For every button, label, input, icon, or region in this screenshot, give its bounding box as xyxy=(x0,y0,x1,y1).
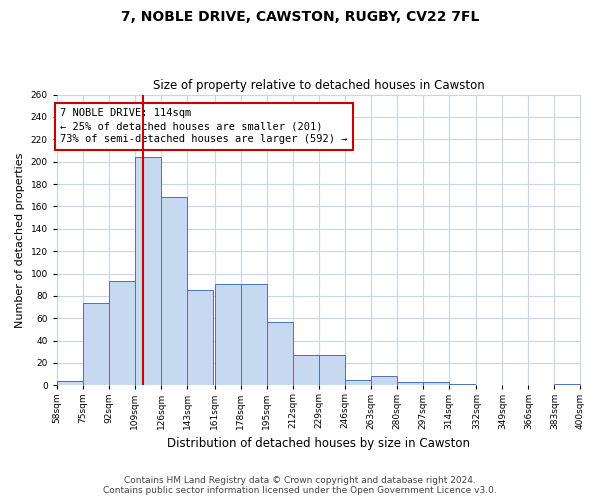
Y-axis label: Number of detached properties: Number of detached properties xyxy=(15,152,25,328)
Bar xyxy=(187,290,213,386)
Bar xyxy=(423,382,449,386)
Bar xyxy=(554,384,580,386)
Bar xyxy=(449,384,475,386)
Bar xyxy=(319,355,344,386)
Text: Contains HM Land Registry data © Crown copyright and database right 2024.
Contai: Contains HM Land Registry data © Crown c… xyxy=(103,476,497,495)
X-axis label: Distribution of detached houses by size in Cawston: Distribution of detached houses by size … xyxy=(167,437,470,450)
Bar xyxy=(344,380,371,386)
Text: 7 NOBLE DRIVE: 114sqm
← 25% of detached houses are smaller (201)
73% of semi-det: 7 NOBLE DRIVE: 114sqm ← 25% of detached … xyxy=(60,108,347,144)
Bar xyxy=(109,282,135,386)
Bar xyxy=(83,302,109,386)
Bar xyxy=(293,355,319,386)
Bar xyxy=(241,284,266,386)
Bar xyxy=(371,376,397,386)
Bar xyxy=(57,381,83,386)
Bar xyxy=(397,382,423,386)
Bar xyxy=(161,198,187,386)
Bar xyxy=(135,157,161,386)
Text: 7, NOBLE DRIVE, CAWSTON, RUGBY, CV22 7FL: 7, NOBLE DRIVE, CAWSTON, RUGBY, CV22 7FL xyxy=(121,10,479,24)
Title: Size of property relative to detached houses in Cawston: Size of property relative to detached ho… xyxy=(153,79,485,92)
Bar xyxy=(215,284,241,386)
Bar xyxy=(266,322,293,386)
